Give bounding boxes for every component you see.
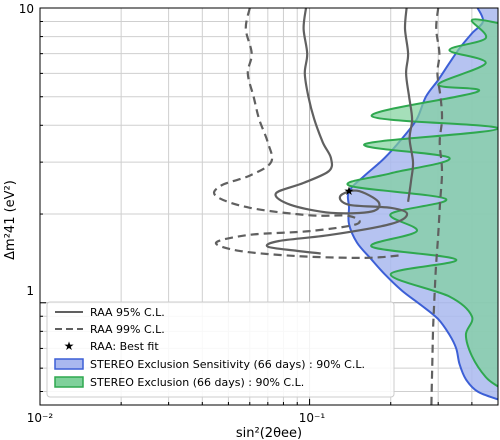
legend-box (46, 301, 395, 398)
legend-swatch-sensitivity (54, 358, 84, 370)
best-fit-markers: ★ (344, 184, 355, 198)
legend-label-sensitivity: STEREO Exclusion Sensitivity (66 days) :… (90, 358, 365, 371)
legend-label-best-fit: RAA: Best fit (90, 340, 159, 353)
best-fit-star: ★ (344, 184, 355, 198)
x-tick-label-0.1: 10⁻¹ (299, 411, 326, 425)
raa-95-contour (403, 8, 415, 202)
raa-95-contour (265, 8, 409, 255)
legend-swatch-exclusion (54, 376, 84, 388)
legend-label-exclusion: STEREO Exclusion (66 days) : 90% C.L. (90, 376, 304, 389)
plot-frame (39, 7, 499, 406)
raa-99-contour (430, 8, 444, 405)
legend-label-raa-99: RAA 99% C.L. (90, 323, 165, 336)
legend-swatch-best-fit: ★ (64, 339, 75, 353)
legend-label-raa-95: RAA 95% C.L. (90, 306, 165, 319)
exclusion-region-edge (346, 18, 498, 388)
axis-ticks (39, 7, 499, 405)
y-tick-label-1: 1 (26, 284, 34, 298)
y-axis-label: Δm²41 (eV²) (3, 180, 18, 260)
x-axis-label: sin²(2θee) (236, 426, 302, 440)
raa-contours (212, 8, 444, 405)
x-tick-label-0.01: 10⁻² (27, 411, 54, 425)
legend: RAA 95% C.L. RAA 99% C.L. ★ RAA: Best fi… (46, 301, 395, 398)
raa-99-contour (212, 8, 402, 260)
y-tick-label-10: 10 (19, 2, 34, 16)
